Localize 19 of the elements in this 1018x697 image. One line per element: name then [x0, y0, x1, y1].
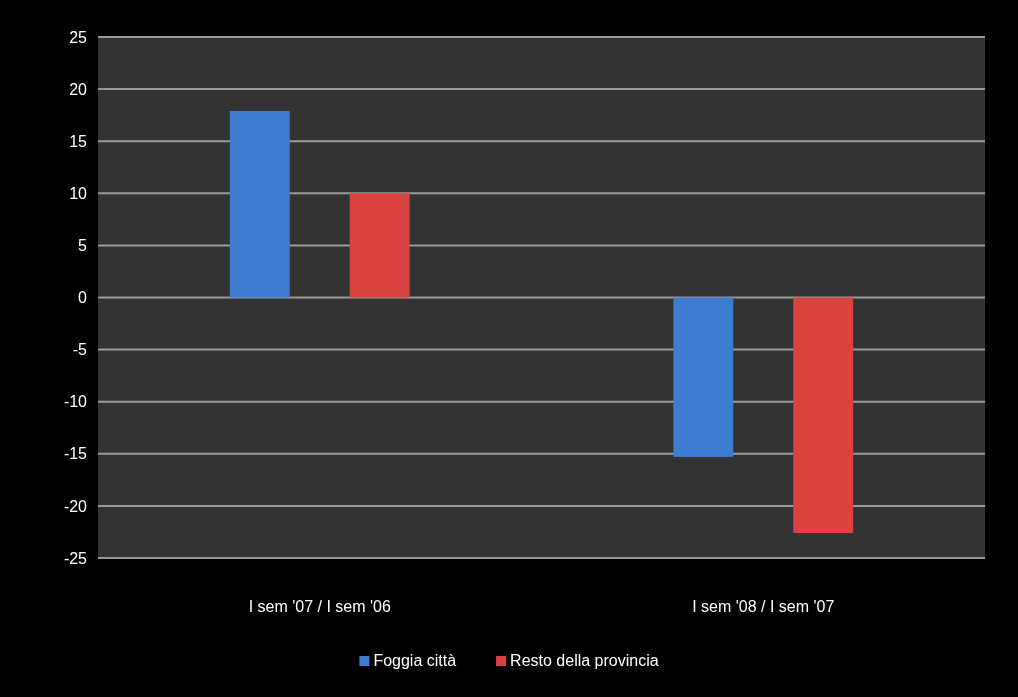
legend-label: Foggia città — [373, 652, 457, 669]
y-tick-label: 10 — [69, 184, 88, 202]
bar — [349, 193, 410, 298]
y-tick-label: 5 — [78, 237, 88, 255]
x-tick-label: I sem '07 / I sem '06 — [248, 598, 391, 616]
y-tick-label: 15 — [69, 132, 88, 150]
y-tick-label: -25 — [63, 549, 88, 567]
y-tick-label: -10 — [63, 393, 88, 411]
y-tick-label: -20 — [63, 497, 88, 515]
x-tick-label: I sem '08 / I sem '07 — [692, 598, 835, 616]
bar — [673, 297, 734, 457]
y-tick-label: 20 — [69, 80, 88, 98]
legend-label: Resto della provincia — [510, 652, 659, 669]
y-tick-label: 25 — [69, 28, 88, 46]
bar — [229, 110, 290, 298]
bar — [793, 297, 854, 533]
y-tick-label: -15 — [63, 445, 88, 463]
y-tick-label: -5 — [72, 341, 88, 359]
y-tick-label: 0 — [78, 289, 88, 307]
